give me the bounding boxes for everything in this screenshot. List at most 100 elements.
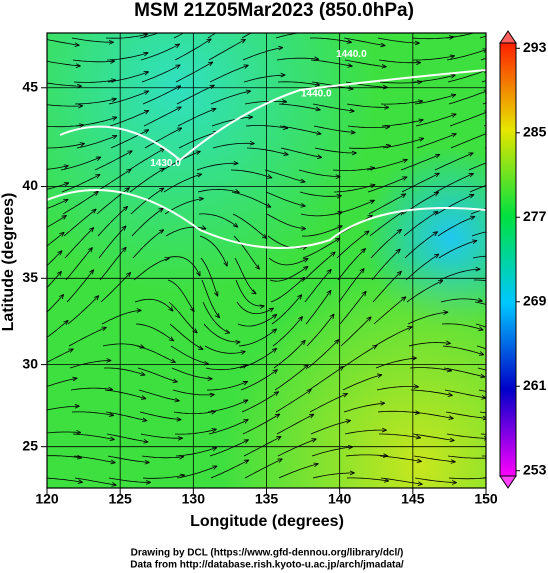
streamline-arrow bbox=[417, 481, 423, 486]
streamline bbox=[233, 235, 260, 270]
streamline bbox=[301, 225, 343, 237]
streamline-arrow bbox=[416, 60, 422, 66]
streamline bbox=[63, 208, 97, 237]
streamline bbox=[472, 255, 486, 259]
streamline-arrow bbox=[519, 450, 524, 454]
streamline-arrow bbox=[273, 391, 280, 397]
streamline-arrow bbox=[78, 103, 84, 109]
streamline bbox=[66, 269, 95, 303]
streamline bbox=[242, 47, 284, 61]
streamline-arrow bbox=[298, 316, 303, 322]
streamline-arrow bbox=[401, 296, 407, 302]
streamline-arrow bbox=[329, 313, 335, 319]
streamline bbox=[312, 472, 355, 479]
streamline bbox=[264, 169, 306, 183]
streamline-arrow bbox=[300, 178, 306, 184]
streamline-arrow bbox=[111, 97, 117, 102]
streamline bbox=[231, 191, 272, 208]
streamline bbox=[302, 237, 341, 259]
streamline-arrow bbox=[224, 329, 231, 334]
streamline-arrow bbox=[143, 438, 149, 444]
streamline bbox=[104, 389, 147, 400]
streamline-arrow bbox=[448, 415, 454, 420]
streamline-arrow bbox=[364, 230, 370, 236]
y-tick-label: 30 bbox=[22, 355, 38, 371]
streamline bbox=[140, 433, 183, 439]
streamline bbox=[205, 364, 248, 371]
field bbox=[47, 33, 524, 488]
streamline-arrow bbox=[350, 130, 356, 135]
streamline-arrow bbox=[475, 266, 481, 272]
streamline bbox=[47, 431, 81, 434]
streamline bbox=[276, 57, 319, 61]
streamline-arrow bbox=[451, 133, 457, 138]
streamline-arrow bbox=[144, 459, 150, 465]
streamline-arrow bbox=[79, 142, 85, 147]
streamline bbox=[449, 111, 486, 127]
streamline-arrow bbox=[468, 152, 474, 157]
streamline bbox=[340, 316, 372, 347]
streamline-arrow bbox=[175, 64, 181, 70]
streamline bbox=[209, 64, 249, 83]
streamline bbox=[207, 33, 217, 39]
streamline bbox=[266, 213, 306, 229]
streamline-arrow bbox=[383, 105, 389, 110]
streamline-arrow bbox=[170, 358, 176, 363]
streamline bbox=[305, 290, 332, 325]
streamline bbox=[75, 116, 118, 127]
streamline-arrow bbox=[437, 280, 444, 285]
streamline bbox=[139, 411, 182, 420]
streamline-arrow bbox=[326, 289, 332, 296]
streamline-arrow bbox=[243, 64, 249, 69]
streamline bbox=[171, 367, 213, 380]
streamline bbox=[209, 439, 249, 457]
streamline bbox=[434, 152, 474, 171]
streamline bbox=[416, 133, 457, 149]
streamline bbox=[68, 326, 107, 347]
streamline-arrow bbox=[396, 228, 402, 234]
streamline bbox=[47, 348, 74, 363]
streamline bbox=[446, 49, 486, 61]
streamline-arrow bbox=[380, 401, 386, 406]
streamline bbox=[372, 270, 402, 303]
streamline bbox=[368, 193, 407, 215]
streamline bbox=[442, 345, 485, 356]
streamline-arrow bbox=[233, 160, 239, 166]
streamline bbox=[237, 313, 278, 327]
streamline-arrow bbox=[381, 427, 387, 433]
streamline bbox=[211, 116, 253, 127]
y-tick-label: 45 bbox=[22, 78, 38, 94]
streamline bbox=[47, 231, 65, 247]
streamline bbox=[61, 174, 101, 193]
streamline-arrow bbox=[72, 376, 78, 382]
streamline-arrow bbox=[271, 328, 277, 334]
streamline bbox=[67, 295, 100, 325]
x-tick-label: 135 bbox=[255, 491, 279, 507]
streamline bbox=[129, 167, 165, 193]
streamline bbox=[439, 268, 481, 281]
contour-label: 1440.0 bbox=[301, 89, 332, 100]
streamline bbox=[107, 455, 150, 463]
streamline bbox=[72, 59, 115, 63]
streamline bbox=[437, 216, 476, 237]
streamline-arrow bbox=[517, 89, 522, 93]
streamline-arrow bbox=[59, 294, 65, 300]
streamline bbox=[413, 55, 455, 61]
streamline-arrow bbox=[196, 172, 203, 178]
streamline bbox=[380, 477, 423, 485]
streamline bbox=[379, 455, 422, 462]
streamline-arrow bbox=[143, 109, 150, 115]
streamline bbox=[47, 165, 69, 170]
streamline-arrow bbox=[303, 265, 309, 271]
streamline bbox=[100, 272, 131, 303]
streamline-arrow bbox=[213, 291, 219, 297]
streamline bbox=[413, 455, 456, 463]
colorbar-tick-label: 269 bbox=[523, 292, 547, 308]
footer-line: Data from http://database.rish.kyoto-u.a… bbox=[130, 560, 404, 571]
streamline bbox=[312, 103, 355, 112]
colorbar-tick-label: 253 bbox=[523, 461, 547, 477]
streamline-arrow bbox=[89, 269, 95, 275]
streamline-arrow bbox=[101, 326, 107, 332]
streamline-arrow bbox=[211, 428, 217, 433]
streamline-arrow bbox=[472, 239, 478, 244]
